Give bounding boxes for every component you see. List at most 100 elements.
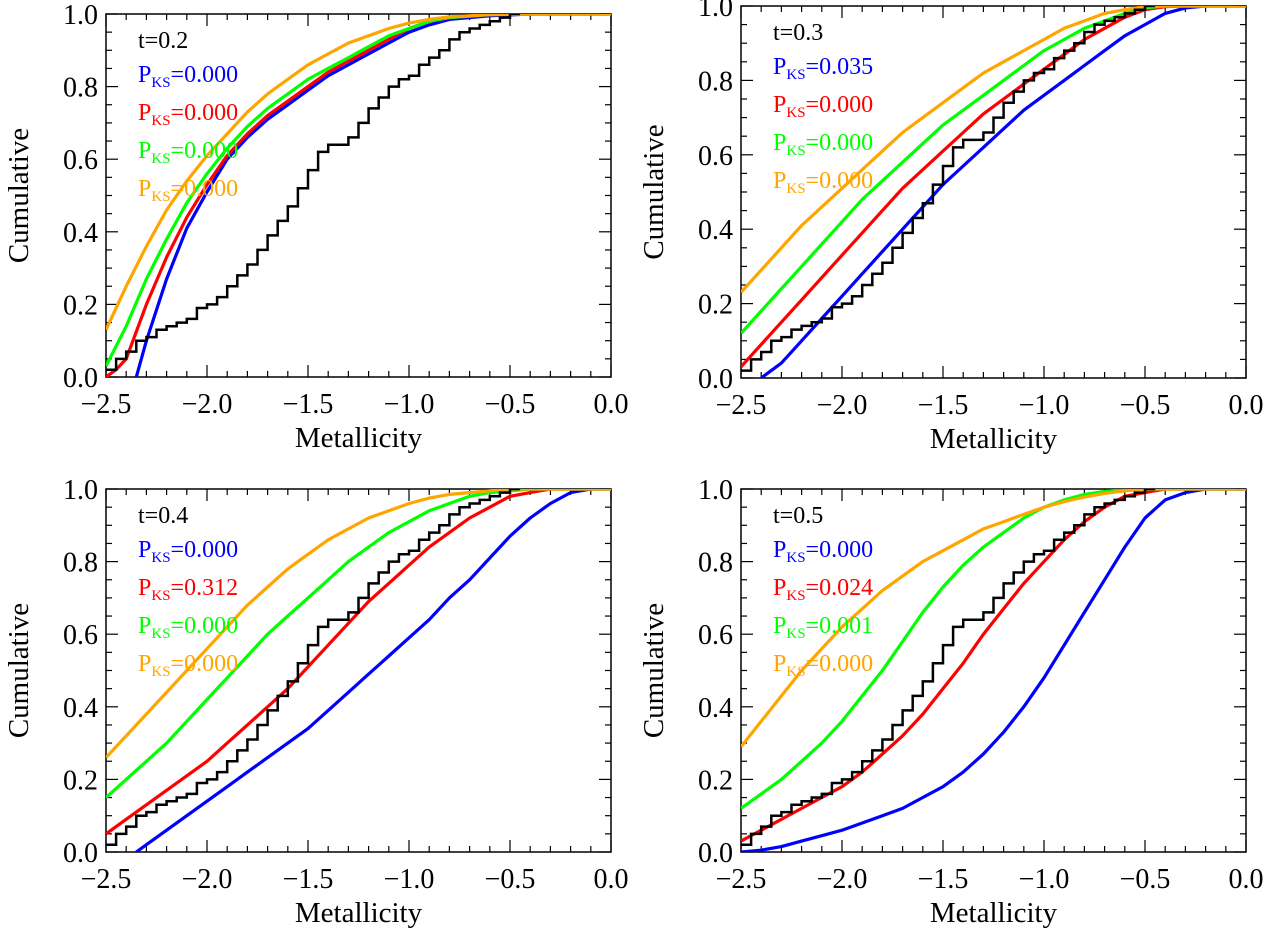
series-group (741, 6, 1246, 378)
x-tick-label: −0.5 (485, 864, 536, 895)
y-tick-label: 0.0 (63, 838, 98, 869)
series-line-1 (741, 489, 1246, 852)
y-axis-label: Cumulative (638, 603, 670, 738)
x-tick-label: 0.0 (1229, 390, 1264, 421)
x-tick-label: −1.5 (283, 864, 334, 895)
observed-step-line (106, 489, 521, 846)
x-axis-label: Metallicity (930, 423, 1058, 455)
y-tick-label: 0.0 (698, 838, 733, 869)
y-tick-label: 0.8 (63, 548, 98, 579)
y-tick-label: 0.4 (698, 215, 733, 246)
y-tick-label: 0.6 (63, 620, 98, 651)
y-axis-label: Cumulative (3, 603, 35, 738)
series-line-1 (134, 14, 611, 377)
y-tick-label: 0.8 (698, 66, 733, 97)
observed-step-line (106, 14, 521, 371)
chart-panel-2: −2.5 −2.0 −1.5 −1.0 −0.5 0.0 0.0 0.2 0.4 0.6 0.8 1.… (638, 0, 1264, 455)
y-tick-label: 0.6 (63, 145, 98, 176)
series-line-2 (741, 6, 1246, 368)
x-tick-label: −1.0 (1019, 864, 1070, 895)
x-tick-label: −0.5 (1120, 390, 1171, 421)
series-group (106, 14, 611, 377)
ks-label-1: PKS=0.000 (138, 62, 238, 91)
ks-label-4: PKS=0.000 (138, 176, 238, 205)
x-axis-label: Metallicity (295, 422, 423, 454)
chart-panel-4: −2.5 −2.0 −1.5 −1.0 −0.5 0.0 0.0 0.2 0.4 0.6 0.8 1.… (638, 475, 1264, 929)
ks-label-3: PKS=0.000 (138, 138, 238, 167)
chart-panel-1: −2.5 −2.0 −1.5 −1.0 −0.5 0.0 0.0 0.2 0.4 0.6 0.8 1.… (3, 0, 629, 454)
x-tick-label: −2.5 (81, 864, 132, 895)
ks-label-2: PKS=0.000 (773, 92, 873, 121)
y-tick-label: 0.4 (63, 218, 98, 249)
chart-panel-3: −2.5 −2.0 −1.5 −1.0 −0.5 0.0 0.0 0.2 0.4 0.6 0.8 1.… (3, 475, 629, 929)
y-tick-label: 0.4 (698, 693, 733, 724)
x-tick-label: −1.5 (918, 390, 969, 421)
y-axis-label: Cumulative (638, 124, 670, 259)
x-tick-label: −2.0 (817, 864, 868, 895)
series-line-2 (106, 489, 611, 836)
y-tick-label: 1.0 (63, 475, 98, 506)
ks-label-1: PKS=0.035 (773, 54, 873, 83)
series-line-4 (106, 489, 611, 759)
x-tick-label: −2.0 (182, 389, 233, 420)
ks-label-4: PKS=0.000 (138, 651, 238, 680)
y-tick-label: 0.8 (698, 548, 733, 579)
x-tick-label: −1.0 (1019, 390, 1070, 421)
y-tick-label: 1.0 (63, 0, 98, 31)
y-tick-label: 0.4 (63, 693, 98, 724)
y-tick-label: 0.6 (698, 141, 733, 172)
y-tick-label: 1.0 (698, 0, 733, 23)
x-tick-label: −0.5 (1120, 864, 1171, 895)
ks-label-1: PKS=0.000 (773, 537, 873, 566)
x-tick-label: 0.0 (1229, 864, 1264, 895)
x-tick-label: −1.5 (918, 864, 969, 895)
y-tick-label: 0.2 (698, 290, 733, 321)
y-tick-label: 0.2 (63, 290, 98, 321)
x-tick-label: −1.5 (283, 389, 334, 420)
ks-label-2: PKS=0.000 (138, 100, 238, 129)
time-annotation: t=0.3 (773, 20, 823, 46)
y-tick-label: 0.2 (63, 765, 98, 796)
x-tick-label: −1.0 (384, 389, 435, 420)
x-axis-label: Metallicity (930, 897, 1058, 929)
x-axis-label: Metallicity (295, 897, 423, 929)
y-tick-label: 0.0 (698, 364, 733, 395)
ks-label-4: PKS=0.000 (773, 168, 873, 197)
ks-label-3: PKS=0.000 (773, 130, 873, 159)
y-tick-label: 1.0 (698, 475, 733, 506)
ks-label-4: PKS=0.000 (773, 651, 873, 680)
time-annotation: t=0.2 (138, 28, 188, 54)
x-tick-label: −2.5 (716, 864, 767, 895)
x-tick-label: −2.0 (182, 864, 233, 895)
x-tick-label: 0.0 (594, 389, 629, 420)
observed-step-line (741, 489, 1156, 846)
x-tick-label: 0.0 (594, 864, 629, 895)
time-annotation: t=0.4 (138, 503, 188, 529)
observed-step-line (741, 6, 1156, 372)
series-group (741, 489, 1246, 852)
x-tick-label: −0.5 (485, 389, 536, 420)
ks-label-3: PKS=0.000 (138, 613, 238, 642)
x-tick-label: −1.0 (384, 864, 435, 895)
y-tick-label: 0.0 (63, 363, 98, 394)
ks-label-2: PKS=0.024 (773, 575, 873, 604)
time-annotation: t=0.5 (773, 503, 823, 529)
series-line-4 (741, 489, 1246, 748)
series-line-3 (106, 489, 611, 799)
ks-label-3: PKS=0.001 (773, 613, 873, 642)
ks-label-2: PKS=0.312 (138, 575, 238, 604)
series-group (106, 489, 611, 852)
y-tick-label: 0.6 (698, 620, 733, 651)
ks-label-1: PKS=0.000 (138, 537, 238, 566)
series-line-1 (760, 6, 1246, 378)
x-tick-label: −2.0 (817, 390, 868, 421)
series-line-1 (135, 489, 611, 852)
y-tick-label: 0.8 (63, 73, 98, 104)
series-line-4 (106, 14, 611, 331)
y-axis-label: Cumulative (3, 128, 35, 263)
x-tick-label: −2.5 (716, 390, 767, 421)
x-tick-label: −2.5 (81, 389, 132, 420)
y-tick-label: 0.2 (698, 765, 733, 796)
series-line-4 (741, 6, 1246, 294)
